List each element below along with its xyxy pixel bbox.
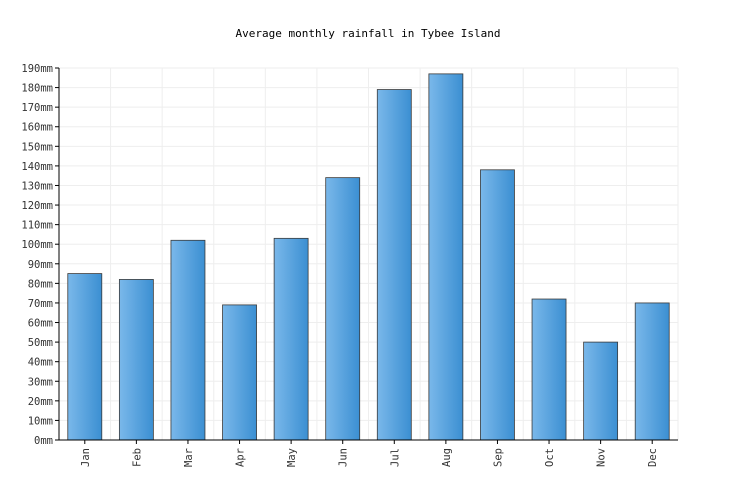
bar-aug	[428, 73, 464, 441]
y-tick-labels: 0mm 10mm 20mm 30mm 40mm 50mm 60mm 70mm 80mm 90mm 1…	[21, 63, 53, 447]
y-tick-label: 30mm	[28, 376, 53, 388]
y-tick-label: 60mm	[28, 318, 53, 330]
x-tick-label: Oct	[544, 448, 556, 467]
bar-feb	[118, 279, 154, 441]
x-tick-label: May	[286, 448, 298, 467]
x-tick-label: Aug	[441, 448, 453, 467]
y-tick-label: 160mm	[21, 122, 53, 134]
x-tick-label: Jul	[389, 448, 401, 467]
axes-layer	[55, 67, 678, 444]
y-tick-label: 170mm	[21, 102, 53, 114]
bar-nov	[583, 341, 619, 441]
y-tick-label: 80mm	[28, 278, 53, 290]
bar-apr	[222, 304, 257, 441]
x-tick-label: Jun	[338, 448, 350, 467]
y-tick-label: 110mm	[21, 220, 53, 232]
x-tick-label: Jan	[80, 448, 92, 467]
y-tick-label: 190mm	[21, 63, 53, 75]
x-tick-label: Dec	[647, 448, 659, 467]
y-tick-label: 140mm	[21, 161, 53, 173]
x-tick-label: Feb	[131, 448, 143, 467]
bar-jun	[325, 177, 361, 441]
x-tick-labels: Jan Feb Mar Apr May Jun Jul Aug Sep Oct Nov Dec	[80, 448, 659, 467]
y-tick-label: 90mm	[28, 259, 53, 271]
y-tick-label: 20mm	[28, 396, 53, 408]
x-tick-label: Mar	[183, 448, 195, 467]
bar-mar	[170, 239, 206, 441]
bar-sep	[480, 169, 515, 441]
y-tick-label: 50mm	[28, 337, 53, 349]
bar-oct	[531, 298, 567, 441]
chart-title: Average monthly rainfall in Tybee Island	[235, 27, 501, 40]
bar-jan	[67, 273, 103, 441]
bar-dec	[634, 302, 670, 441]
y-tick-label: 10mm	[28, 415, 53, 427]
bar-jul	[376, 89, 412, 441]
x-tick-label: Nov	[596, 448, 608, 467]
x-tick-label: Sep	[492, 448, 504, 467]
y-tick-label: 100mm	[21, 239, 53, 251]
y-tick-label: 120mm	[21, 200, 53, 212]
y-tick-label: 70mm	[28, 298, 53, 310]
bars-layer	[67, 73, 670, 441]
y-tick-label: 40mm	[28, 357, 53, 369]
y-tick-label: 180mm	[21, 83, 53, 95]
grid-layer	[59, 67, 679, 440]
y-tick-label: 0mm	[34, 435, 53, 447]
bar-may	[273, 237, 309, 441]
y-tick-label: 150mm	[21, 141, 53, 153]
y-tick-label: 130mm	[21, 180, 53, 192]
x-tick-label: Apr	[235, 448, 247, 467]
